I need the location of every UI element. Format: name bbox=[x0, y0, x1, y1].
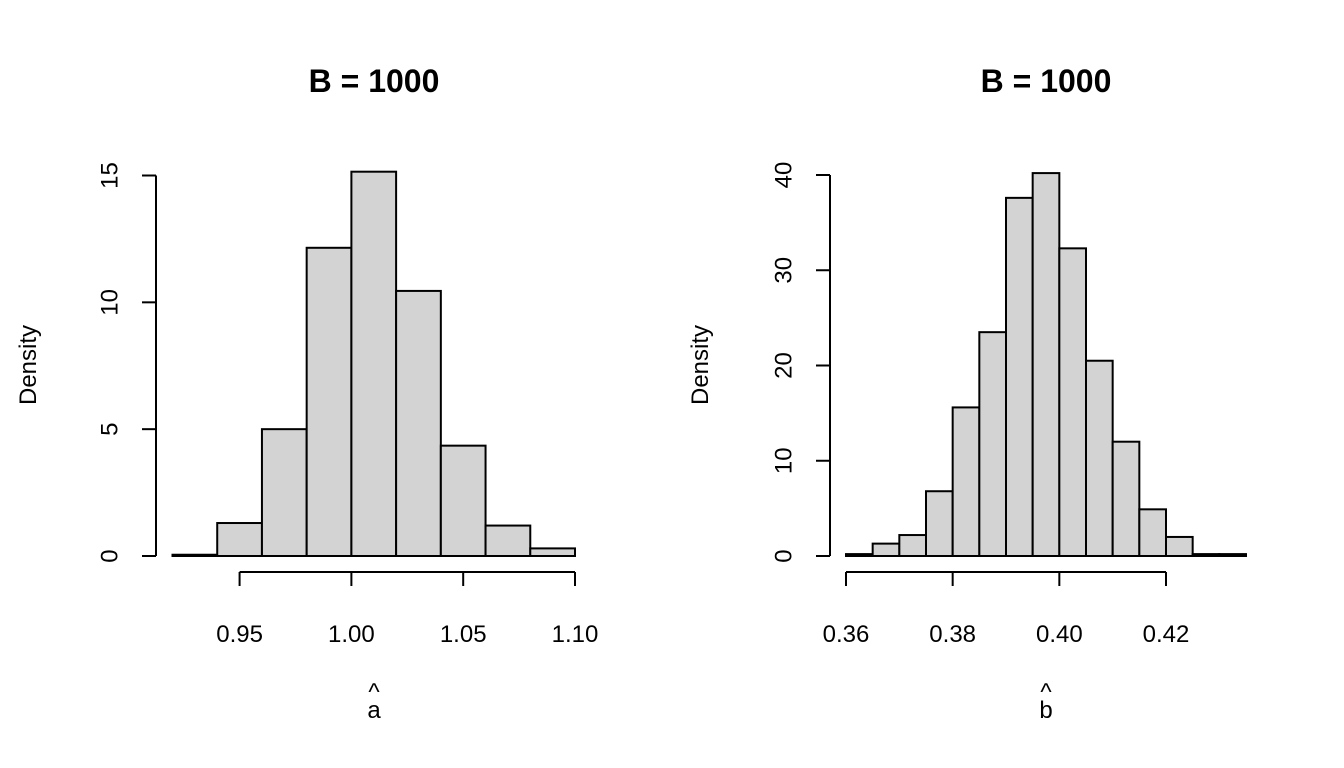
histogram-panel-b: B = 1000 0.36 0.38 0.40 0.42 0 10 20 30 40 b^ Densi… bbox=[687, 63, 1248, 724]
histogram-bar bbox=[1058, 247, 1088, 557]
y-tick-label: 5 bbox=[97, 422, 124, 435]
histogram-bar bbox=[529, 547, 576, 558]
y-tick-label: 0 bbox=[97, 549, 124, 562]
x-axis-label-hat: ^ bbox=[368, 679, 380, 706]
x-tick-label: 0.95 bbox=[216, 621, 263, 648]
histogram-bar bbox=[439, 444, 487, 557]
histogram-bar bbox=[1191, 553, 1221, 557]
histogram-bar bbox=[1138, 508, 1168, 558]
x-tick-label: 1.05 bbox=[440, 621, 487, 648]
histogram-bar bbox=[395, 289, 442, 557]
y-tick-label: 10 bbox=[97, 289, 124, 316]
histogram-bar bbox=[1218, 553, 1248, 557]
histogram-bar bbox=[871, 542, 901, 557]
chart-title: B = 1000 bbox=[981, 63, 1112, 99]
histogram-panel-a: B = 1000 0.95 1.00 1.05 1.10 0 5 10 15 a^ Density bbox=[15, 63, 598, 724]
x-axis-label-hat: ^ bbox=[1040, 679, 1052, 706]
y-tick-label: 0 bbox=[771, 549, 798, 562]
histogram-bar bbox=[171, 553, 219, 558]
x-axis-label: b bbox=[1039, 697, 1052, 724]
chart-title: B = 1000 bbox=[309, 63, 440, 99]
histogram-bar bbox=[260, 428, 308, 557]
x-tick-label: 0.36 bbox=[823, 621, 870, 648]
y-tick-label: 30 bbox=[771, 257, 798, 284]
y-tick-label: 10 bbox=[771, 447, 798, 474]
x-tick-label: 0.38 bbox=[929, 621, 976, 648]
histogram-bar bbox=[1165, 535, 1194, 558]
histogram-bar bbox=[1111, 440, 1141, 558]
x-axis-label: a bbox=[367, 697, 381, 724]
histogram-bar bbox=[1005, 196, 1034, 558]
y-tick-label: 15 bbox=[97, 162, 124, 189]
y-tick-label: 20 bbox=[771, 352, 798, 379]
histogram-bar bbox=[305, 246, 353, 557]
histogram-bar bbox=[1085, 359, 1114, 557]
histogram-bar bbox=[951, 406, 981, 557]
histogram-bar bbox=[925, 490, 954, 558]
x-tick-label: 0.40 bbox=[1036, 621, 1083, 648]
histogram-bar bbox=[978, 331, 1007, 557]
histogram-bar bbox=[898, 534, 927, 557]
histogram-bar bbox=[1031, 172, 1061, 557]
histogram-bar bbox=[216, 522, 263, 557]
x-tick-label: 1.10 bbox=[552, 621, 599, 648]
y-axis-label: Density bbox=[15, 325, 42, 405]
x-tick-label: 1.00 bbox=[328, 621, 375, 648]
histogram-bar bbox=[484, 524, 532, 557]
histogram-bar bbox=[845, 553, 874, 557]
histogram-bar bbox=[350, 170, 398, 557]
y-tick-label: 40 bbox=[771, 162, 798, 189]
y-axis-label: Density bbox=[687, 325, 714, 405]
x-tick-label: 0.42 bbox=[1143, 621, 1190, 648]
